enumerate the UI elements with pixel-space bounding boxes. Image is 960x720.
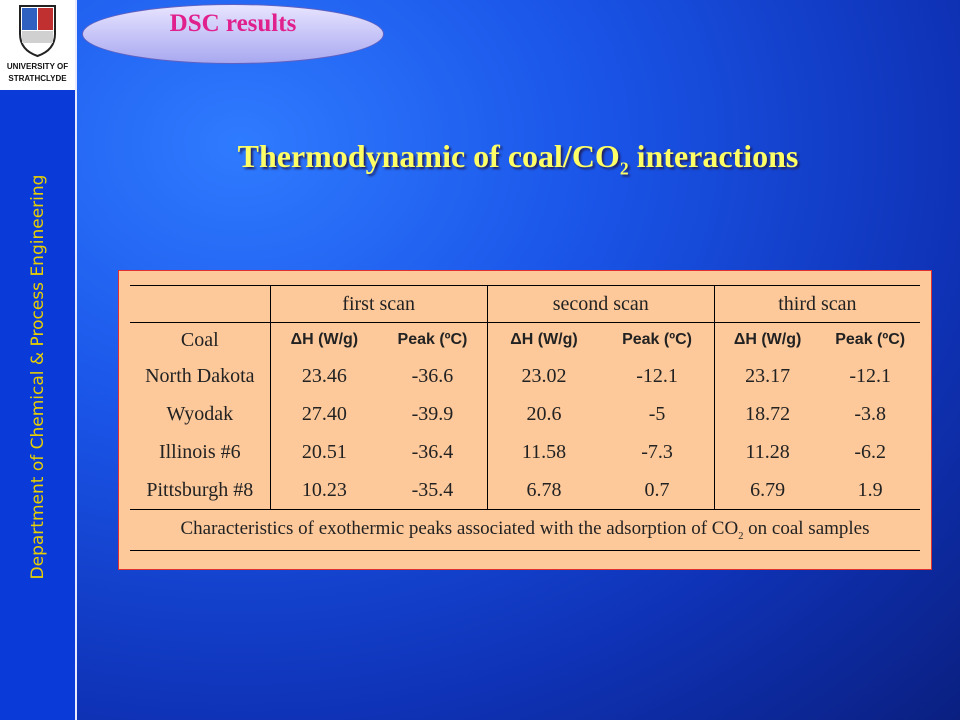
column-header: Peak (ºC) [622,331,692,348]
badge-text: DSC results [169,10,297,37]
cell: -7.3 [641,440,673,463]
group-header: second scan [486,285,715,323]
cell: Pittsburgh #8 [146,478,254,501]
group-header: first scan [269,285,488,323]
data-row: Wyodak 27.40 -39.9 20.6 -5 18.72 -3.8 [130,395,920,433]
cell: -12.1 [849,364,892,387]
cell: 18.72 [713,395,821,433]
subscript: 2 [619,158,629,179]
table-panel: first scan second scan third scan Coal ΔH (W… [118,270,932,570]
cell: 11.28 [713,433,821,471]
caption-text: on coal samples [743,518,870,540]
cell: 20.6 [486,395,601,433]
cell: 27.40 [269,395,379,433]
column-header: ΔH (W/g) [486,322,601,357]
caption: Characteristics of exothermic peaks asso… [130,509,920,551]
sidebar: UNIVERSITY OF STRATHCLYDE Department of … [0,0,77,720]
cell: 23.17 [713,357,821,395]
cell: 0.7 [644,478,670,501]
header-row: Coal ΔH (W/g) Peak (ºC) ΔH (W/g) Peak (ºC) ΔH… [130,322,920,357]
caption-row: Characteristics of exothermic peaks asso… [130,509,920,551]
cell: -5 [648,402,666,425]
cell: -39.9 [411,402,454,425]
cell: 1.9 [857,478,883,501]
data-row: Pittsburgh #8 10.23 -35.4 6.78 0.7 6.79 1.9 [130,471,920,510]
cell: -3.8 [854,402,887,425]
cell: 10.23 [269,471,379,510]
group-row: first scan second scan third scan [130,285,920,323]
cell [130,285,271,323]
subscript: 2 [738,530,744,542]
logo: UNIVERSITY OF STRATHCLYDE [0,0,75,90]
logo-text: UNIVERSITY OF [6,62,69,71]
column-header: ΔH (W/g) [269,322,379,357]
data-row: North Dakota 23.46 -36.6 23.02 -12.1 23.17 -12… [130,357,920,395]
caption-text: Characteristics of exothermic peaks asso… [180,518,739,540]
cell: 20.51 [269,433,379,471]
cell: 23.46 [269,357,379,395]
group-header: third scan [713,285,920,323]
title: Thermodynamic of coal/CO2 interactions [76,138,960,179]
table: first scan second scan third scan Coal ΔH (W… [130,285,920,551]
cell: -35.4 [411,478,454,501]
crest [19,5,56,58]
cell: -12.1 [636,364,678,387]
cell: -6.2 [854,440,887,463]
column-header: Peak (ºC) [397,331,468,348]
cell: 23.02 [486,357,601,395]
column-header: ΔH (W/g) [713,322,821,357]
cell: 11.58 [486,433,601,471]
cell: -36.6 [411,364,454,387]
data-row: Illinois #6 20.51 -36.4 11.58 -7.3 11.28 -6.2 [130,433,920,471]
department: Department of Chemical & Process Enginee… [28,174,48,580]
cell: Illinois #6 [158,440,241,463]
title-text: Thermodynamic of coal/CO [237,138,620,174]
column-header: Peak (ºC) [835,331,906,348]
badge: DSC results [82,4,384,64]
title-text: interactions [628,138,799,174]
cell: -36.4 [411,440,454,463]
column-header: Coal [180,328,219,351]
cell: Wyodak [166,402,234,425]
cell: 6.79 [713,471,821,510]
cell: North Dakota [145,364,255,387]
logo-text: STRATHCLYDE [8,74,67,83]
cell: 6.78 [486,471,601,510]
